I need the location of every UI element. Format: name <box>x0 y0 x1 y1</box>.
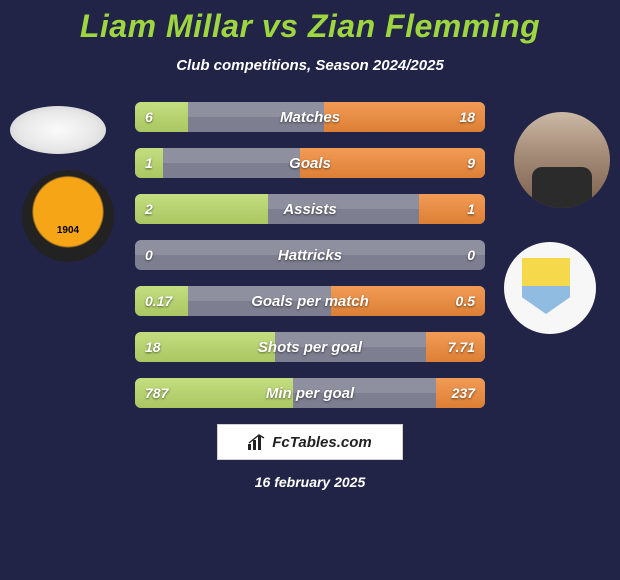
metric-bar-right <box>300 148 486 178</box>
brand-logo: FcTables.com <box>217 424 403 460</box>
metric-row: 19Goals <box>135 148 485 178</box>
comparison-subtitle: Club competitions, Season 2024/2025 <box>0 57 620 74</box>
metric-row: 187.71Shots per goal <box>135 332 485 362</box>
metric-bar-right <box>436 378 485 408</box>
metric-bar-right <box>324 102 485 132</box>
metric-bar-right <box>331 286 485 316</box>
comparison-title: Liam Millar vs Zian Flemming <box>0 0 620 45</box>
metric-row: 0.170.5Goals per match <box>135 286 485 316</box>
metric-value-left: 0 <box>145 240 153 270</box>
comparison-content: 618Matches 19Goals 21Assists 0 0Hattricks 0.1… <box>0 92 620 408</box>
metric-bar-right <box>426 332 486 362</box>
metric-label: Hattricks <box>135 240 485 270</box>
metric-row: 0 0Hattricks <box>135 240 485 270</box>
metric-bar-left <box>135 102 188 132</box>
club-crest-right <box>504 242 596 334</box>
metric-row: 787237Min per goal <box>135 378 485 408</box>
brand-text: FcTables.com <box>272 434 371 451</box>
metric-bar-left <box>135 194 268 224</box>
club-crest-left <box>22 170 114 262</box>
player-right-avatar <box>514 112 610 208</box>
metric-row: 21Assists <box>135 194 485 224</box>
brand-icon <box>248 434 266 450</box>
metric-bar-left <box>135 286 188 316</box>
snapshot-date: 16 february 2025 <box>0 474 620 490</box>
metric-bar-left <box>135 332 275 362</box>
player-left-avatar <box>10 106 106 154</box>
metric-row: 618Matches <box>135 102 485 132</box>
metrics-bars: 618Matches 19Goals 21Assists 0 0Hattricks 0.1… <box>135 92 485 408</box>
metric-value-right: 0 <box>467 240 475 270</box>
metric-bar-right <box>419 194 486 224</box>
metric-bar-left <box>135 378 293 408</box>
metric-bar-left <box>135 148 163 178</box>
